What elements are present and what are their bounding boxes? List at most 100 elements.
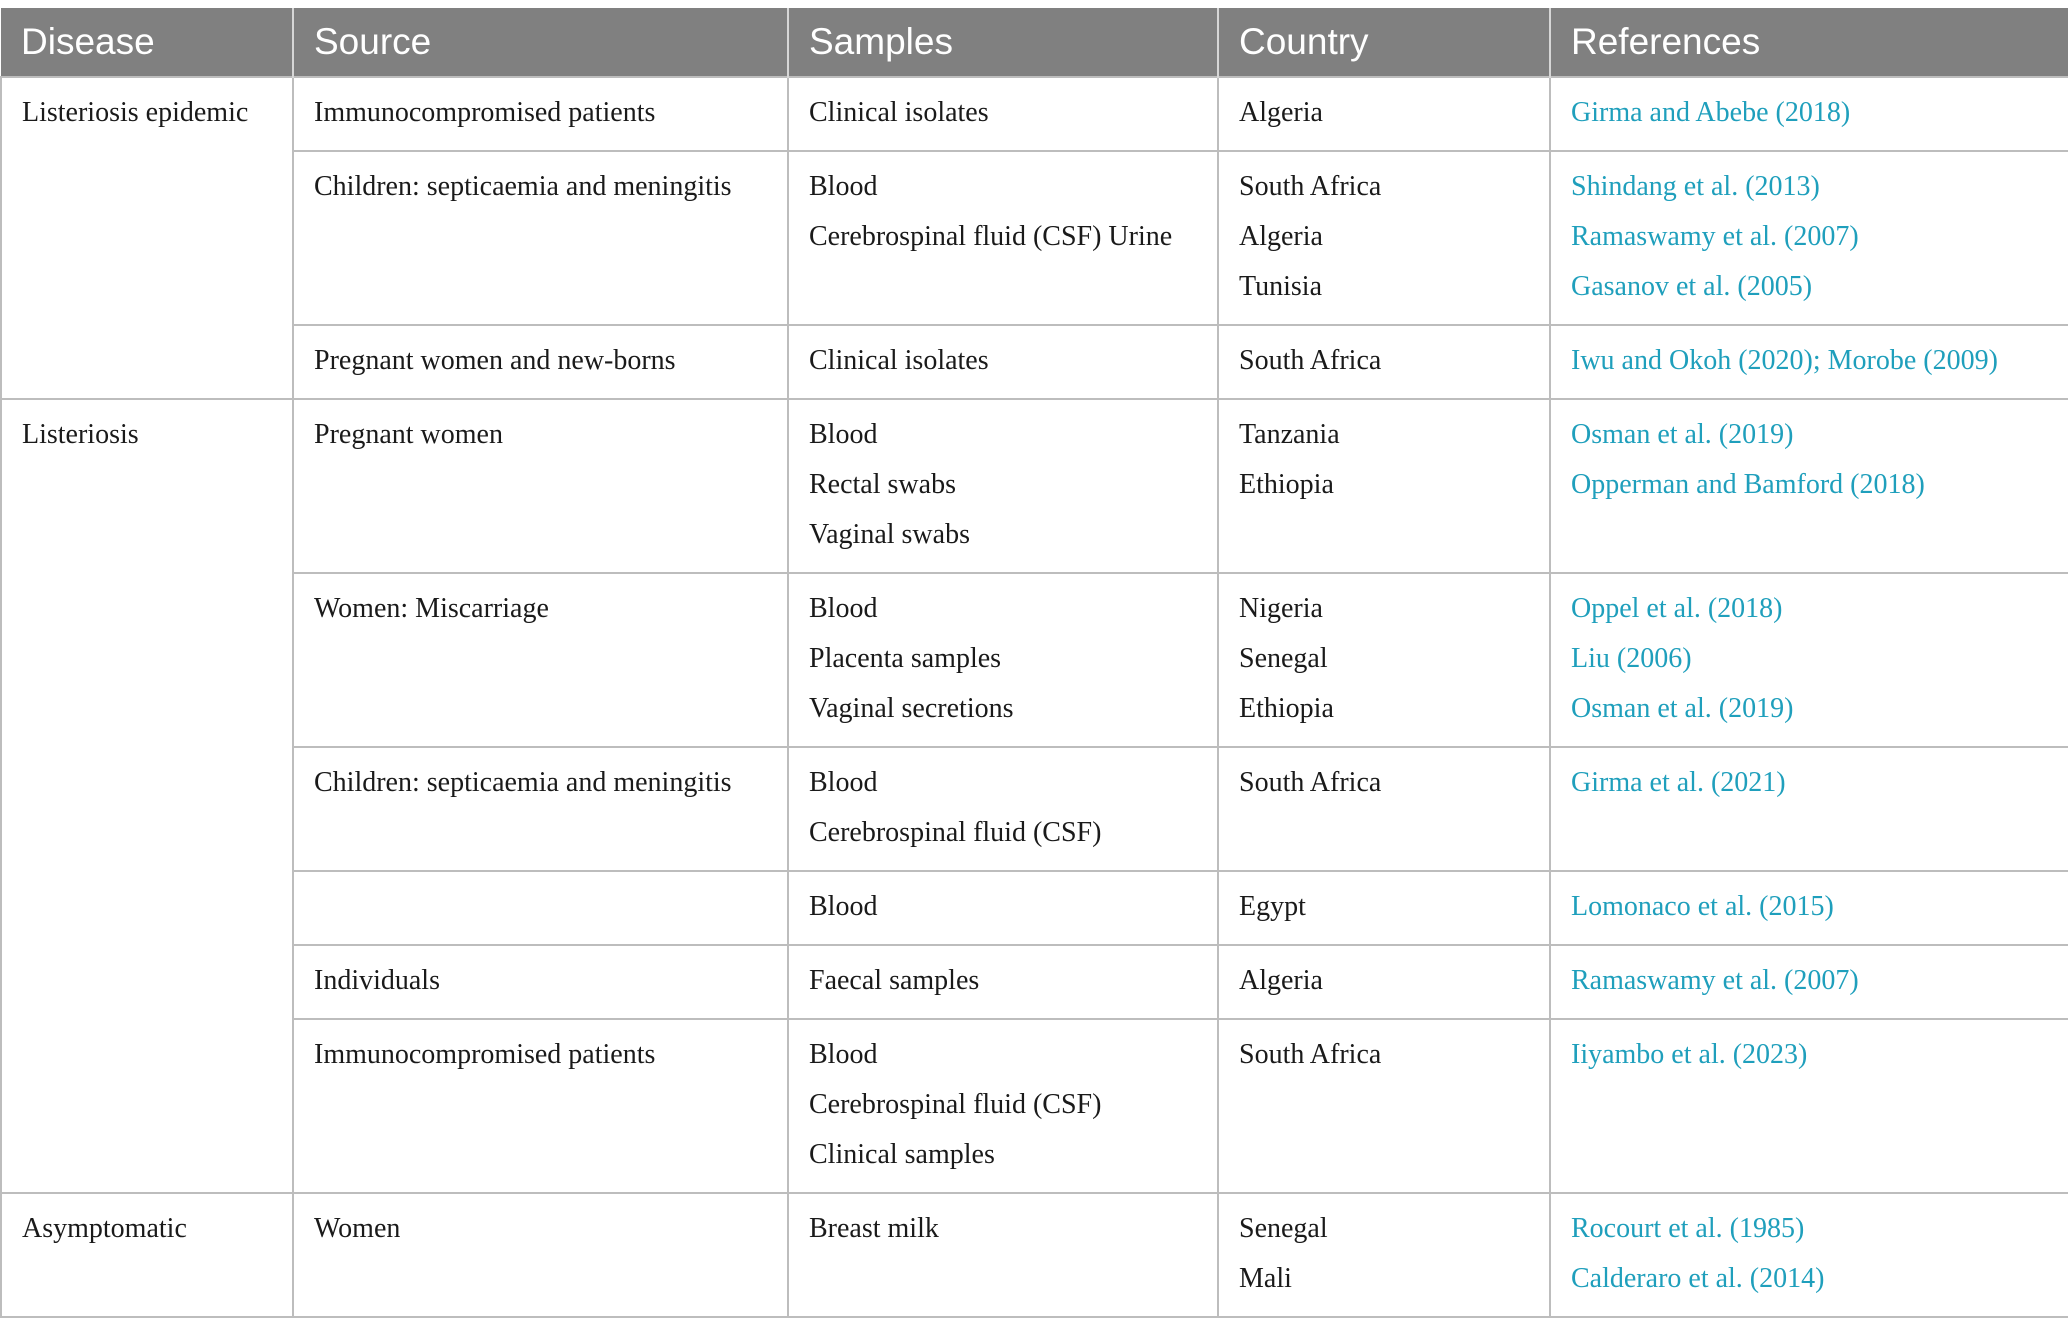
table-body: Listeriosis epidemic Immunocompromised pa… — [0, 76, 2068, 1318]
disease-cell: Listeriosis epidemic — [0, 76, 294, 400]
reference-link[interactable]: Osman et al. (2019) — [1571, 693, 1794, 724]
source-cell: Pregnant women and new-borns — [292, 324, 789, 400]
sample-text: Cerebrospinal fluid (CSF) Urine — [809, 221, 1173, 252]
source-cell: Women — [292, 1192, 789, 1318]
table-row: Individuals Faecal samples Algeria Ramaswam… — [1, 944, 2068, 1020]
country-text: Algeria — [1239, 221, 1323, 252]
table-header: Disease Source Samples Country Reference… — [1, 8, 2068, 77]
header-references: References — [1549, 8, 2068, 77]
disease-text: Asymptomatic — [22, 1213, 187, 1244]
source-text: Women: Miscarriage — [314, 593, 549, 624]
country-text: South Africa — [1239, 1039, 1382, 1070]
reference-link[interactable]: Iiyambo et al. (2023) — [1571, 1039, 1808, 1070]
header-country: Country — [1217, 8, 1551, 77]
table-row: Listeriosis epidemic Immunocompromised pa… — [0, 76, 2068, 400]
country-text: Algeria — [1239, 97, 1323, 128]
samples-cell: Clinical isolates — [787, 76, 1219, 152]
sample-text: Cerebrospinal fluid (CSF) — [809, 817, 1102, 848]
reference-link[interactable]: Gasanov et al. (2005) — [1571, 271, 1813, 302]
samples-cell: Blood Cerebrospinal fluid (CSF) Urine — [787, 150, 1219, 326]
reference-link[interactable]: Oppel et al. (2018) — [1571, 593, 1783, 624]
table-row: Pregnant women and new-borns Clinical iso… — [1, 324, 2068, 400]
header-row: Disease Source Samples Country Reference… — [1, 8, 2068, 77]
reference-link[interactable]: Shindang et al. (2013) — [1571, 171, 1820, 202]
country-text: Senegal — [1239, 1213, 1328, 1244]
header-samples: Samples — [787, 8, 1219, 77]
source-text: Individuals — [314, 965, 440, 996]
country-text: Algeria — [1239, 965, 1323, 996]
country-text: South Africa — [1239, 345, 1382, 376]
samples-cell: Blood Placenta samples Vaginal secretions — [787, 572, 1219, 748]
country-cell: South Africa Algeria Tunisia — [1217, 150, 1551, 326]
reference-link[interactable]: Ramaswamy et al. (2007) — [1571, 965, 1859, 996]
source-cell: Individuals — [292, 944, 789, 1020]
country-cell: Senegal Mali — [1217, 1192, 1551, 1318]
reference-link[interactable]: Iwu and Okoh (2020); Morobe (2009) — [1571, 345, 1998, 376]
sample-text: Blood — [809, 171, 878, 202]
table-row: Blood Egypt Lomonaco et al. (2015) — [1, 870, 2068, 946]
country-cell: Tanzania Ethiopia — [1217, 398, 1551, 574]
sample-text: Rectal swabs — [809, 469, 956, 500]
source-text: Pregnant women — [314, 419, 503, 450]
source-text: Women — [314, 1213, 401, 1244]
country-text: Tunisia — [1239, 271, 1323, 302]
source-cell: Immunocompromised patients — [292, 76, 789, 152]
samples-cell: Clinical isolates — [787, 324, 1219, 400]
listeriosis-table: Disease Source Samples Country Reference… — [0, 8, 2068, 1318]
references-cell: Oppel et al. (2018) Liu (2006) Osman et al… — [1549, 572, 2068, 748]
samples-cell: Blood — [787, 870, 1219, 946]
source-cell: Pregnant women — [292, 398, 789, 574]
country-text: South Africa — [1239, 767, 1382, 798]
country-cell: South Africa — [1217, 746, 1551, 872]
reference-link[interactable]: Osman et al. (2019) — [1571, 419, 1794, 450]
country-cell: Nigeria Senegal Ethiopia — [1217, 572, 1551, 748]
sample-text: Placenta samples — [809, 643, 1002, 674]
references-cell: Lomonaco et al. (2015) — [1549, 870, 2068, 946]
references-cell: Girma and Abebe (2018) — [1549, 76, 2068, 152]
reference-link[interactable]: Opperman and Bamford (2018) — [1571, 469, 1925, 500]
references-cell: Rocourt et al. (1985) Calderaro et al. (2… — [1549, 1192, 2068, 1318]
source-cell: Children: septicaemia and meningitis — [292, 746, 789, 872]
sample-text: Vaginal swabs — [809, 519, 970, 550]
source-text: Pregnant women and new-borns — [314, 345, 676, 376]
sample-text: Clinical samples — [809, 1139, 995, 1170]
reference-link[interactable]: Rocourt et al. (1985) — [1571, 1213, 1805, 1244]
table-row: Asymptomatic Women Breast milk Senegal Mali R… — [0, 1192, 2068, 1318]
country-text: Tanzania — [1239, 419, 1340, 450]
source-cell: Women: Miscarriage — [292, 572, 789, 748]
table-row: Women: Miscarriage Blood Placenta samples V… — [1, 572, 2068, 748]
sample-text: Blood — [809, 593, 878, 624]
reference-link[interactable]: Calderaro et al. (2014) — [1571, 1263, 1825, 1294]
references-cell: Iwu and Okoh (2020); Morobe (2009) — [1549, 324, 2068, 400]
reference-link[interactable]: Girma et al. (2021) — [1571, 767, 1786, 798]
table-row: Children: septicaemia and meningitis Bloo… — [1, 746, 2068, 872]
references-cell: Iiyambo et al. (2023) — [1549, 1018, 2068, 1194]
reference-link[interactable]: Girma and Abebe (2018) — [1571, 97, 1851, 128]
country-text: Senegal — [1239, 643, 1328, 674]
reference-link[interactable]: Liu (2006) — [1571, 643, 1692, 674]
country-text: Ethiopia — [1239, 693, 1334, 724]
country-cell: Algeria — [1217, 944, 1551, 1020]
sample-text: Breast milk — [809, 1213, 939, 1244]
source-text: Children: septicaemia and meningitis — [314, 767, 732, 798]
source-text: Immunocompromised patients — [314, 1039, 656, 1070]
data-table-container: Disease Source Samples Country Reference… — [0, 8, 2068, 1318]
disease-text: Listeriosis epidemic — [22, 97, 249, 128]
country-text: Nigeria — [1239, 593, 1323, 624]
reference-link[interactable]: Lomonaco et al. (2015) — [1571, 891, 1834, 922]
table-row: Listeriosis Pregnant women Blood Rectal swa… — [0, 398, 2068, 1194]
country-text: Egypt — [1239, 891, 1306, 922]
table-row: Immunocompromised patients Blood Cerebrosp… — [1, 1018, 2068, 1194]
references-cell: Girma et al. (2021) — [1549, 746, 2068, 872]
samples-cell: Breast milk — [787, 1192, 1219, 1318]
source-text: Immunocompromised patients — [314, 97, 656, 128]
sample-text: Blood — [809, 767, 878, 798]
header-disease: Disease — [1, 8, 294, 77]
reference-link[interactable]: Ramaswamy et al. (2007) — [1571, 221, 1859, 252]
sample-text: Vaginal secretions — [809, 693, 1014, 724]
country-cell: South Africa — [1217, 324, 1551, 400]
source-text: Children: septicaemia and meningitis — [314, 171, 732, 202]
sample-text: Faecal samples — [809, 965, 980, 996]
header-source: Source — [292, 8, 789, 77]
source-cell: Children: septicaemia and meningitis — [292, 150, 789, 326]
